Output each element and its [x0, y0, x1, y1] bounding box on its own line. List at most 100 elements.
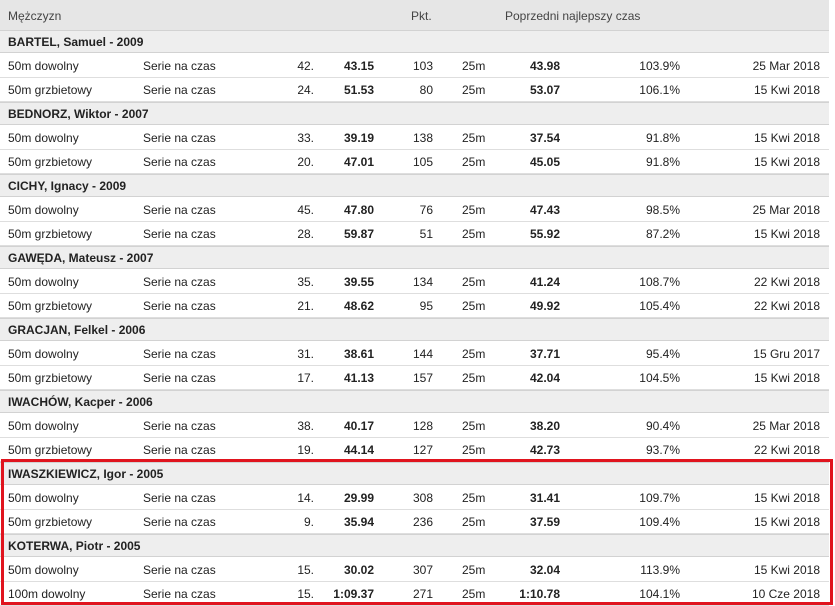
cell-event: 50m grzbietowy [8, 155, 93, 169]
cell-event: 50m dowolny [8, 59, 79, 73]
table-row: 50m grzbietowy Serie na czas 28. 59.87 51 25m… [0, 222, 829, 246]
table-row: 50m dowolny Serie na czas 14. 29.99 308 25m 31… [0, 486, 829, 510]
cell-prev-time: 47.43 [529, 203, 560, 217]
cell-time: 30.02 [343, 563, 374, 577]
cell-points: 236 [412, 515, 433, 529]
cell-points: 103 [412, 59, 433, 73]
cell-course: 25m [462, 275, 486, 289]
cell-time: 41.13 [343, 371, 374, 385]
athlete-name: IWACHÓW, Kacper - 2006 [8, 395, 153, 409]
athlete-header: CICHY, Ignacy - 2009 [0, 174, 829, 197]
cell-event: 50m dowolny [8, 275, 79, 289]
cell-points: 308 [412, 491, 433, 505]
cell-percent: 105.4% [639, 299, 680, 313]
cell-prev-time: 38.20 [529, 419, 560, 433]
cell-percent: 98.5% [645, 203, 680, 217]
table-row: 50m dowolny Serie na czas 35. 39.55 134 25m 41… [0, 270, 829, 294]
cell-round: Serie na czas [143, 443, 216, 457]
cell-event: 100m dowolny [8, 587, 86, 601]
cell-round: Serie na czas [143, 587, 216, 601]
table-row: 50m grzbietowy Serie na czas 20. 47.01 105 25… [0, 150, 829, 174]
cell-round: Serie na czas [143, 131, 216, 145]
header-points: Pkt. [411, 9, 432, 23]
cell-place: 15. [297, 587, 314, 601]
cell-event: 50m grzbietowy [8, 227, 93, 241]
cell-date: 15 Kwi 2018 [753, 131, 820, 145]
cell-event: 50m dowolny [8, 203, 79, 217]
header-gender: Mężczyzn [8, 9, 62, 23]
cell-prev-time: 41.24 [529, 275, 560, 289]
table-header: Mężczyzn Pkt. Poprzedni najlepszy czas [0, 0, 829, 30]
cell-date: 15 Kwi 2018 [753, 491, 820, 505]
cell-percent: 90.4% [645, 419, 680, 433]
cell-time: 47.01 [343, 155, 374, 169]
cell-round: Serie na czas [143, 59, 216, 73]
cell-round: Serie na czas [143, 371, 216, 385]
cell-date: 15 Kwi 2018 [753, 371, 820, 385]
cell-round: Serie na czas [143, 491, 216, 505]
cell-prev-time: 37.59 [529, 515, 560, 529]
cell-date: 22 Kwi 2018 [753, 443, 820, 457]
cell-place: 28. [297, 227, 314, 241]
cell-place: 21. [297, 299, 314, 313]
cell-course: 25m [462, 371, 486, 385]
athlete-header: KOTERWA, Piotr - 2005 [0, 534, 829, 557]
cell-time: 35.94 [343, 515, 374, 529]
cell-points: 128 [412, 419, 433, 433]
cell-points: 134 [412, 275, 433, 289]
cell-time: 47.80 [343, 203, 374, 217]
cell-place: 42. [297, 59, 314, 73]
cell-round: Serie na czas [143, 227, 216, 241]
cell-prev-time: 37.54 [529, 131, 560, 145]
cell-course: 25m [462, 59, 486, 73]
table-row: 50m dowolny Serie na czas 15. 30.02 307 25m 32… [0, 558, 829, 582]
cell-place: 20. [297, 155, 314, 169]
table-row: 50m grzbietowy Serie na czas 9. 35.94 236 25m… [0, 510, 829, 534]
cell-place: 15. [297, 563, 314, 577]
cell-time: 44.14 [343, 443, 374, 457]
athlete-name: KOTERWA, Piotr - 2005 [8, 539, 141, 553]
cell-date: 15 Gru 2017 [753, 347, 820, 361]
cell-percent: 106.1% [639, 83, 680, 97]
cell-round: Serie na czas [143, 347, 216, 361]
cell-date: 25 Mar 2018 [752, 419, 820, 433]
cell-round: Serie na czas [143, 419, 216, 433]
cell-percent: 104.5% [639, 371, 680, 385]
header-previous-best: Poprzedni najlepszy czas [505, 9, 641, 23]
athlete-header: BARTEL, Samuel - 2009 [0, 30, 829, 53]
cell-course: 25m [462, 83, 486, 97]
cell-place: 9. [303, 515, 314, 529]
cell-time: 48.62 [343, 299, 374, 313]
cell-course: 25m [462, 587, 486, 601]
cell-date: 15 Kwi 2018 [753, 155, 820, 169]
cell-date: 15 Kwi 2018 [753, 563, 820, 577]
cell-round: Serie na czas [143, 155, 216, 169]
cell-date: 22 Kwi 2018 [753, 275, 820, 289]
cell-place: 35. [297, 275, 314, 289]
athlete-name: BARTEL, Samuel - 2009 [8, 35, 144, 49]
cell-percent: 93.7% [645, 443, 680, 457]
cell-time: 43.15 [343, 59, 374, 73]
cell-percent: 104.1% [639, 587, 680, 601]
table-row: 50m dowolny Serie na czas 45. 47.80 76 25m 47.… [0, 198, 829, 222]
table-row: 50m dowolny Serie na czas 42. 43.15 103 25m 43… [0, 54, 829, 78]
cell-prev-time: 32.04 [529, 563, 560, 577]
cell-prev-time: 43.98 [529, 59, 560, 73]
cell-event: 50m dowolny [8, 491, 79, 505]
cell-event: 50m dowolny [8, 563, 79, 577]
cell-place: 14. [297, 491, 314, 505]
cell-percent: 109.4% [639, 515, 680, 529]
cell-date: 25 Mar 2018 [752, 203, 820, 217]
table-row: 50m grzbietowy Serie na czas 21. 48.62 95 25m… [0, 294, 829, 318]
athlete-header: IWACHÓW, Kacper - 2006 [0, 390, 829, 413]
cell-round: Serie na czas [143, 563, 216, 577]
table-row: 50m dowolny Serie na czas 33. 39.19 138 25m 37… [0, 126, 829, 150]
table-row: 50m grzbietowy Serie na czas 17. 41.13 157 25… [0, 366, 829, 390]
cell-event: 50m dowolny [8, 347, 79, 361]
cell-points: 127 [412, 443, 433, 457]
athlete-name: IWASZKIEWICZ, Igor - 2005 [8, 467, 164, 481]
cell-time: 39.19 [343, 131, 374, 145]
cell-time: 51.53 [343, 83, 374, 97]
athlete-name: BEDNORZ, Wiktor - 2007 [8, 107, 149, 121]
cell-date: 25 Mar 2018 [752, 59, 820, 73]
